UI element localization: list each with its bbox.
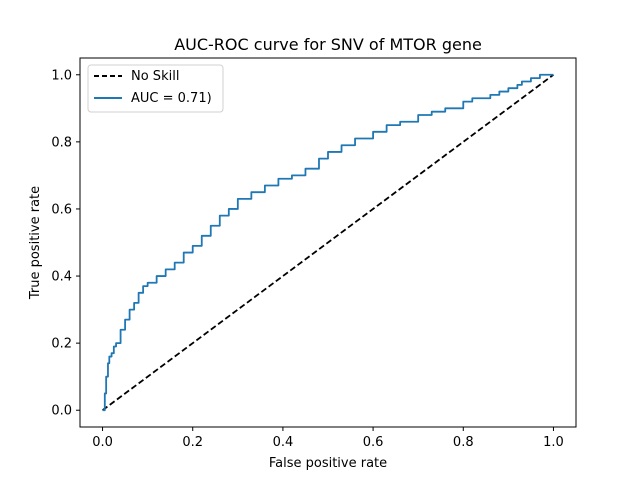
x-tick-label: 0.0	[92, 435, 113, 450]
y-axis-label: True positive rate	[28, 186, 43, 300]
x-tick-label: 0.2	[182, 435, 203, 450]
x-tick-label: 0.4	[273, 435, 294, 450]
y-tick-label: 0.8	[51, 135, 72, 150]
y-tick-label: 0.2	[51, 337, 72, 352]
roc-curve-line	[102, 73, 554, 412]
x-tick-label: 1.0	[543, 435, 564, 450]
x-tick-label: 0.8	[453, 435, 474, 450]
series-layer	[102, 73, 554, 412]
plot-frame	[79, 57, 577, 428]
ticks-layer: 0.0 0.2 0.4 0.6 0.8 1.0 0.0 0.2 0.4 0.6 0.8 1.0	[51, 68, 563, 450]
chart-title: AUC-ROC curve for SNV of MTOR gene	[174, 35, 482, 54]
y-tick-label: 0.6	[51, 202, 72, 217]
x-axis-label: False positive rate	[269, 456, 387, 471]
no-skill-line	[102, 74, 554, 411]
legend-label-auc: AUC = 0.71)	[131, 91, 212, 106]
y-tick-label: 0.4	[51, 270, 72, 285]
y-tick-label: 0.0	[51, 404, 72, 419]
x-tick-label: 0.6	[363, 435, 384, 450]
legend: No Skill AUC = 0.71)	[87, 64, 224, 113]
y-tick-label: 1.0	[51, 68, 72, 83]
legend-label-no-skill: No Skill	[131, 69, 179, 84]
